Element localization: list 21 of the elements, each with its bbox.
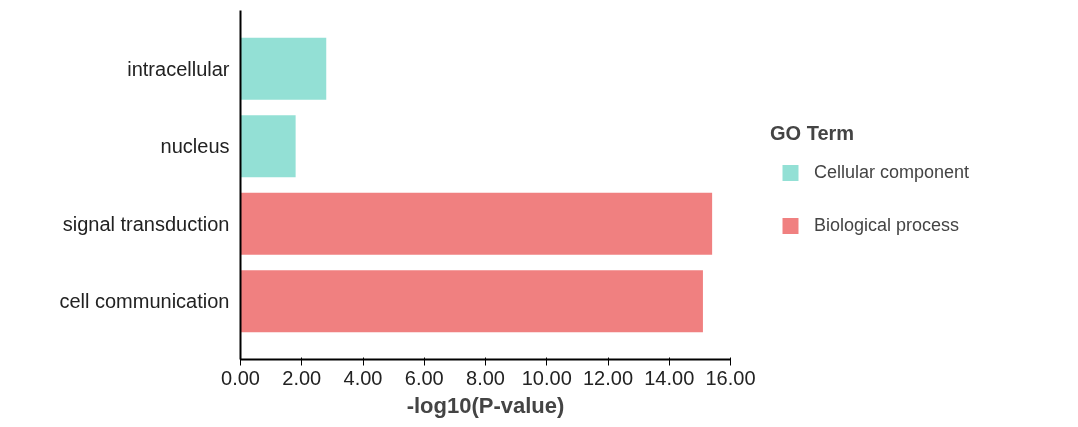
bar [240,37,327,100]
bar [240,115,296,178]
y-tick-label: signal transduction [62,212,230,235]
bar [240,270,703,333]
x-tick-label: 4.00 [343,366,383,389]
y-tick-label: cell communication [59,290,230,313]
x-tick-label: 12.00 [582,366,634,389]
x-tick-label: 10.00 [521,366,572,389]
x-tick-label: 2.00 [282,366,322,389]
y-tick-label: nucleus [160,135,230,158]
bar [240,192,713,255]
legend-title: GO Term [770,121,856,145]
x-tick-label: 14.00 [644,366,695,389]
legend-label: Cellular component [814,161,970,183]
y-tick-label: intracellular [127,57,230,80]
x-tick-label: 16.00 [705,366,756,389]
x-tick-label: 6.00 [404,366,444,389]
x-axis-title: -log10(P-value) [406,392,565,418]
x-tick-label: 8.00 [466,366,505,389]
legend-label: Biological process [814,214,960,236]
x-tick-label: 0.00 [221,366,260,389]
